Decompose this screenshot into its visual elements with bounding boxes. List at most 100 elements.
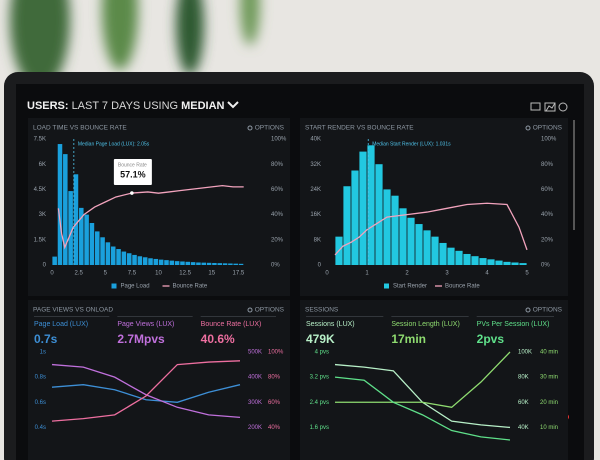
- dropdown-chevron[interactable]: [227, 101, 240, 109]
- tooltip-box: [113, 159, 152, 186]
- y-tick-label: 3K: [39, 212, 46, 218]
- stat-value: 17min: [391, 332, 426, 346]
- line: [51, 384, 241, 403]
- options-label[interactable]: OPTIONS: [255, 125, 285, 132]
- bar: [84, 214, 89, 265]
- y2-tick-label: 0%: [541, 263, 550, 269]
- bar: [399, 208, 407, 265]
- stat-rule: [200, 316, 276, 317]
- bar: [63, 154, 68, 265]
- header-part: USING: [143, 100, 179, 112]
- bar: [343, 186, 351, 265]
- y-tick-label: 4.5K: [34, 187, 46, 193]
- options-icon[interactable]: [525, 125, 531, 131]
- options-icon[interactable]: [525, 307, 531, 313]
- stat-label: Bounce Rate (LUX): [201, 321, 262, 328]
- legend-swatch: [384, 283, 389, 289]
- bar: [375, 164, 383, 265]
- header-part: MEDIAN: [181, 100, 225, 112]
- bar: [52, 256, 57, 265]
- options-label[interactable]: OPTIONS: [255, 307, 285, 314]
- y-tick-label: 60K: [518, 400, 529, 406]
- line: [334, 202, 528, 256]
- panel: [300, 300, 568, 460]
- legend-label: Bounce Rate: [445, 284, 480, 290]
- bar: [233, 263, 238, 265]
- y-tick-label: 40K: [518, 425, 529, 431]
- x-tick-label: 17.5: [233, 271, 245, 277]
- annotation: Median Start Render (LUX): 1.031s: [372, 141, 451, 147]
- bar: [487, 259, 495, 265]
- bar: [463, 253, 471, 265]
- bar: [142, 257, 148, 265]
- bar: [201, 262, 207, 265]
- bar: [415, 224, 423, 265]
- bar: [158, 259, 164, 265]
- x-tick-label: 12.5: [179, 271, 191, 277]
- y-tick-label: 8K: [314, 237, 321, 243]
- stat-value: 40.6%: [201, 332, 235, 346]
- y2-tick-label: 20%: [541, 237, 554, 243]
- panel-title: LOAD TIME VS BOUNCE RATE: [33, 125, 127, 132]
- y-tick-label: 1s: [40, 350, 46, 356]
- x-tick-label: 4: [485, 271, 489, 277]
- panel-title: START RENDER VS BOUNCE RATE: [305, 125, 414, 132]
- header-part: USERS:: [27, 100, 69, 112]
- y-tick-label: 4 pvs: [315, 350, 329, 356]
- x-tick-label: 1: [365, 271, 369, 277]
- stat-rule: [391, 316, 469, 317]
- y2-tick-label: 60%: [271, 187, 284, 193]
- header: USERS: LAST 7 DAYS USING MEDIAN: [27, 100, 240, 112]
- bar: [95, 231, 100, 265]
- y-tick-label: 6K: [39, 162, 46, 168]
- stat-value: 2.7Mpvs: [117, 332, 165, 346]
- y2-tick-label: 60%: [541, 187, 554, 193]
- stat-rule: [476, 316, 554, 317]
- bar: [383, 189, 391, 265]
- legend-label: Bounce Rate: [173, 284, 208, 290]
- options-icon[interactable]: [247, 125, 253, 131]
- line: [51, 360, 241, 422]
- x-tick-label: 15: [208, 271, 215, 277]
- x-tick-label: 5: [525, 271, 529, 277]
- y-tick-label: 0: [318, 263, 322, 269]
- y2-tick-label: 40%: [541, 212, 554, 218]
- options-label[interactable]: OPTIONS: [533, 307, 563, 314]
- bar: [495, 260, 503, 265]
- stat-value: 479K: [306, 332, 335, 346]
- annotation: Median Page Load (LUX): 2.05s: [78, 141, 150, 147]
- bar: [238, 263, 244, 265]
- y-tick-label: 400K: [248, 375, 262, 381]
- line: [51, 363, 241, 419]
- bar: [89, 223, 95, 265]
- bar: [100, 237, 105, 265]
- bar: [79, 207, 84, 265]
- y-tick-label: 2.4 pvs: [310, 400, 329, 406]
- y-tick-label: 300K: [248, 400, 262, 406]
- panel: [28, 300, 290, 460]
- x-tick-label: 0: [50, 271, 54, 277]
- bar: [228, 263, 233, 265]
- bar: [212, 262, 217, 265]
- y-tick-label: 24K: [310, 187, 321, 193]
- bar: [116, 249, 121, 265]
- y-tick-label: 10 min: [540, 425, 558, 431]
- bar: [439, 242, 447, 265]
- x-tick-label: 3: [445, 271, 449, 277]
- bar: [68, 191, 73, 265]
- stat-label: Page Load (LUX): [34, 321, 88, 328]
- y-tick-label: 100%: [268, 350, 284, 356]
- options-icon[interactable]: [247, 307, 253, 313]
- bar: [180, 261, 185, 265]
- bar: [174, 261, 180, 265]
- bar: [222, 263, 228, 265]
- options-label[interactable]: OPTIONS: [533, 125, 563, 132]
- y-tick-label: 1.6 pvs: [310, 425, 329, 431]
- y-tick-label: 0.4s: [35, 425, 46, 431]
- bar: [105, 242, 111, 265]
- y-tick-label: 80K: [518, 375, 529, 381]
- toolbar-icons: [530, 102, 568, 112]
- bar: [391, 195, 399, 265]
- stat-label: Page Views (LUX): [117, 321, 174, 328]
- panel-title: PAGE VIEWS VS ONLOAD: [33, 307, 113, 314]
